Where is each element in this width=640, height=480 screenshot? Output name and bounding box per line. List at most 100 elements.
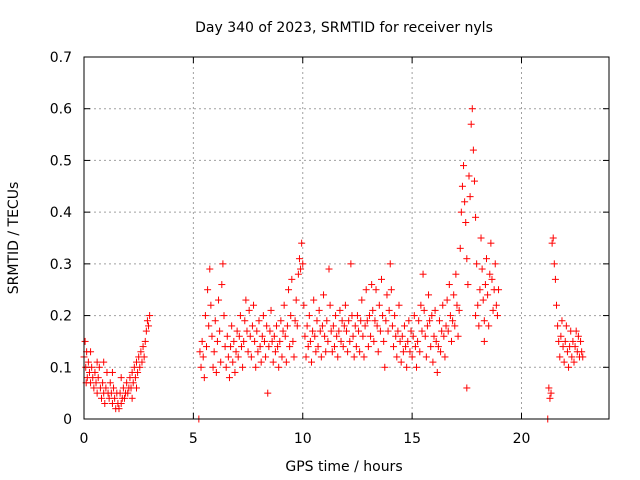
data-point bbox=[102, 384, 110, 392]
data-point bbox=[441, 353, 449, 361]
data-point bbox=[453, 301, 461, 309]
data-point bbox=[464, 281, 472, 289]
data-point bbox=[429, 358, 437, 366]
y-tick-label: 0.1 bbox=[50, 360, 72, 376]
data-point bbox=[315, 306, 323, 314]
data-point bbox=[473, 260, 481, 268]
data-point bbox=[120, 394, 128, 402]
data-point bbox=[262, 353, 270, 361]
data-point bbox=[287, 312, 295, 320]
data-point bbox=[359, 332, 367, 340]
data-point bbox=[301, 332, 309, 340]
data-point bbox=[562, 322, 570, 330]
data-point bbox=[146, 312, 154, 320]
data-point bbox=[440, 332, 448, 340]
data-point bbox=[289, 337, 297, 345]
data-point bbox=[208, 332, 216, 340]
data-point bbox=[351, 322, 359, 330]
data-point bbox=[140, 353, 148, 361]
data-point bbox=[472, 312, 480, 320]
data-point bbox=[476, 286, 484, 294]
data-point bbox=[204, 286, 212, 294]
data-point bbox=[394, 327, 402, 335]
data-point bbox=[455, 306, 463, 314]
data-point bbox=[426, 317, 434, 325]
x-tick-label: 5 bbox=[189, 431, 198, 447]
data-point bbox=[108, 368, 116, 376]
data-point bbox=[99, 379, 107, 387]
data-point bbox=[491, 260, 499, 268]
data-point bbox=[558, 317, 566, 325]
data-point bbox=[457, 208, 465, 216]
data-point bbox=[417, 301, 425, 309]
data-point bbox=[357, 317, 365, 325]
data-point bbox=[569, 337, 577, 345]
data-point bbox=[572, 327, 580, 335]
data-point bbox=[84, 358, 92, 366]
data-point bbox=[115, 405, 123, 413]
data-point bbox=[465, 172, 473, 180]
data-point bbox=[283, 322, 291, 330]
data-point bbox=[428, 312, 436, 320]
data-point bbox=[298, 239, 306, 247]
data-point bbox=[224, 353, 232, 361]
data-point bbox=[554, 322, 562, 330]
data-point bbox=[271, 348, 279, 356]
data-point bbox=[413, 363, 420, 371]
data-point bbox=[256, 343, 264, 351]
data-point bbox=[435, 317, 443, 325]
data-point bbox=[100, 358, 108, 366]
data-point bbox=[361, 322, 369, 330]
data-point bbox=[399, 348, 407, 356]
data-point bbox=[470, 177, 478, 185]
data-point bbox=[123, 379, 131, 387]
data-point bbox=[323, 317, 331, 325]
data-point bbox=[270, 332, 278, 340]
data-point bbox=[248, 322, 256, 330]
data-point bbox=[548, 239, 556, 247]
data-point bbox=[300, 301, 308, 309]
data-point bbox=[196, 348, 204, 356]
data-point bbox=[360, 353, 368, 361]
data-point bbox=[335, 327, 343, 335]
data-point bbox=[380, 337, 388, 345]
data-point bbox=[368, 281, 376, 289]
data-point bbox=[279, 327, 287, 335]
data-point bbox=[219, 260, 227, 268]
data-point bbox=[131, 374, 139, 382]
data-point bbox=[341, 301, 349, 309]
data-point bbox=[462, 218, 470, 226]
data-point bbox=[293, 322, 301, 330]
data-point bbox=[328, 348, 336, 356]
data-point bbox=[550, 260, 558, 268]
data-point bbox=[445, 281, 453, 289]
data-point bbox=[203, 343, 210, 351]
data-point bbox=[236, 312, 244, 320]
data-point bbox=[578, 348, 586, 356]
data-point bbox=[460, 162, 468, 170]
data-point bbox=[288, 275, 296, 283]
data-point bbox=[297, 265, 305, 273]
data-point bbox=[438, 327, 446, 335]
data-point bbox=[336, 306, 344, 314]
data-point bbox=[247, 353, 255, 361]
data-point bbox=[345, 317, 353, 325]
data-point bbox=[551, 275, 559, 283]
data-point bbox=[325, 265, 333, 273]
data-point bbox=[390, 343, 398, 351]
data-point bbox=[110, 384, 118, 392]
data-point bbox=[427, 343, 435, 351]
data-point bbox=[334, 353, 342, 361]
data-point bbox=[225, 374, 233, 382]
data-point bbox=[559, 343, 567, 351]
data-point bbox=[330, 343, 338, 351]
data-point bbox=[461, 198, 469, 206]
data-point bbox=[379, 312, 387, 320]
data-point bbox=[560, 358, 568, 366]
data-point bbox=[495, 286, 503, 294]
data-point bbox=[295, 255, 303, 263]
data-point bbox=[228, 322, 236, 330]
data-point bbox=[388, 322, 396, 330]
data-point bbox=[223, 332, 231, 340]
data-point bbox=[235, 332, 243, 340]
